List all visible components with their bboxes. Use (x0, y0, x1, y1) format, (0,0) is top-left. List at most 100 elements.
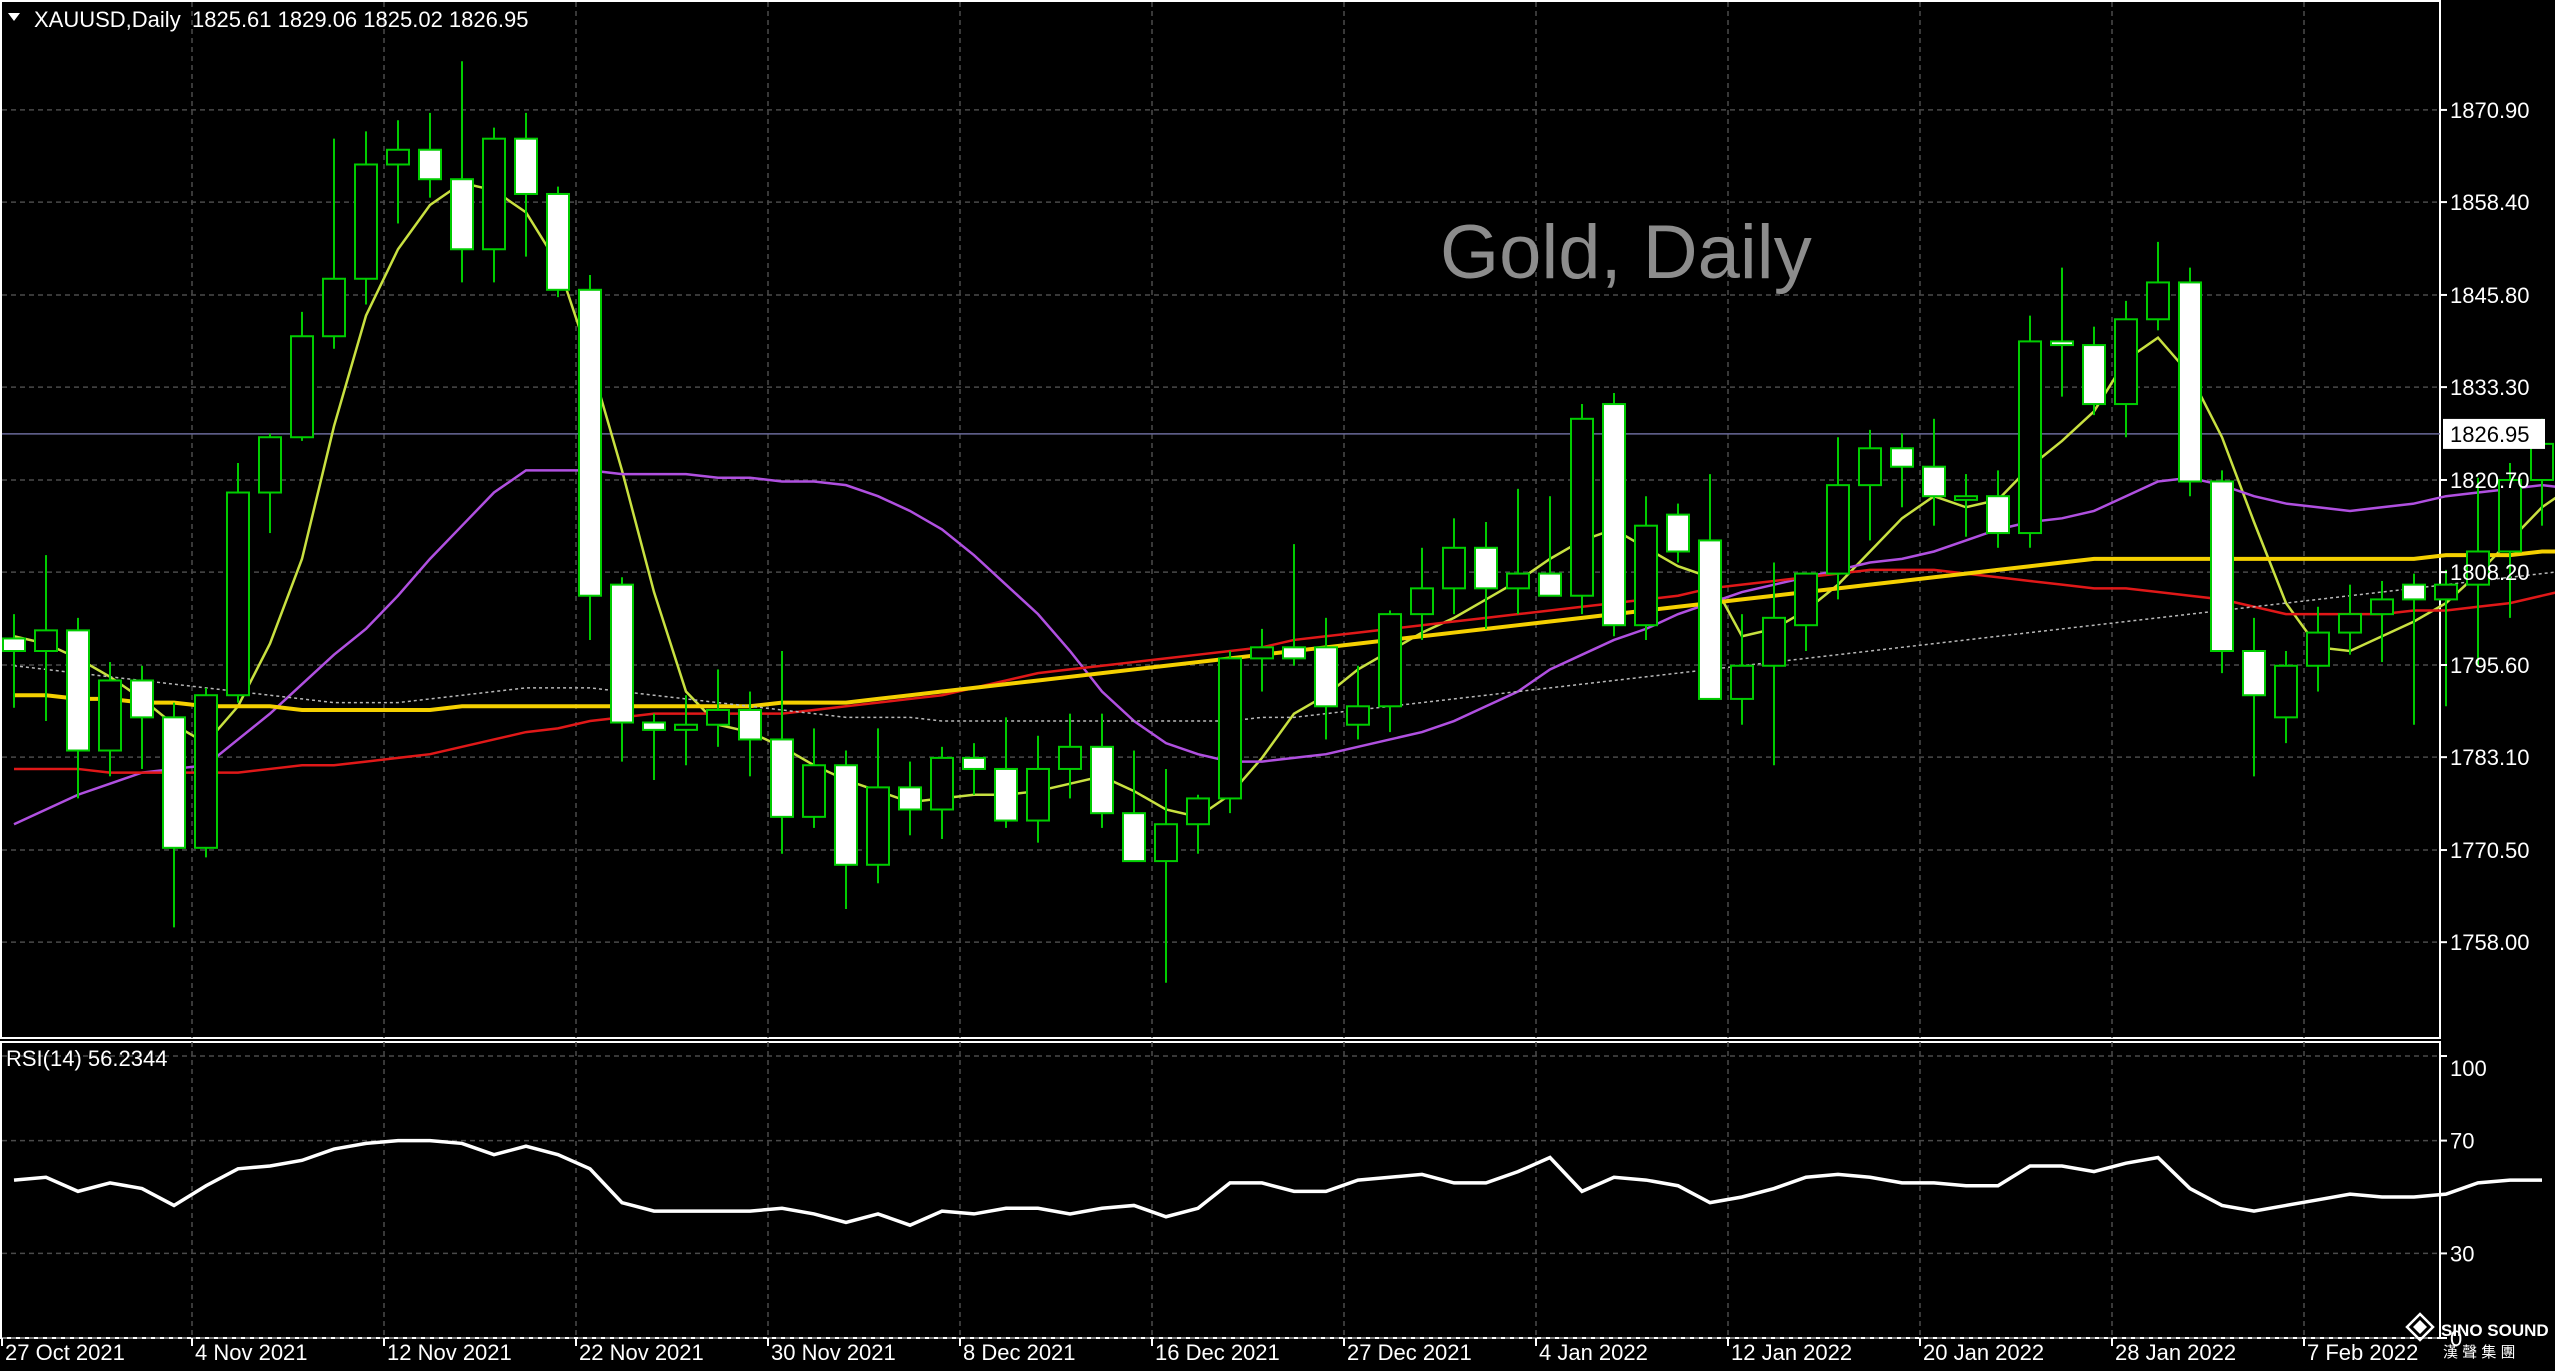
chart-axes: 1870.90 1858.40 1845.80 1833.30 1820.70 1808.… (1, 98, 2545, 1365)
candle-body-bull (2530, 442, 2554, 481)
x-tick-label: 4 Nov 2021 (195, 1340, 308, 1365)
candle-body-bull (1442, 546, 1466, 590)
candle-body-bull (2338, 613, 2362, 634)
rsi-panel (13, 1138, 2542, 1228)
rsi-y-tick-label: 100 (2450, 1056, 2487, 1081)
candle-body-bull (1570, 417, 1594, 597)
candle-body-bull (2114, 318, 2138, 406)
candle-body-bear (738, 708, 762, 741)
current-price-label: 1826.95 (2450, 422, 2530, 447)
candle-body-bear (1890, 447, 1914, 468)
candle-body-bull (2274, 664, 2298, 719)
candle-body-bear (1602, 403, 1626, 627)
candle-body-bear (1538, 572, 1562, 597)
moving-average-line-4 (14, 549, 2555, 712)
rsi-y-tick-label: 0 (2450, 1326, 2462, 1351)
candle-body-bear (162, 716, 186, 849)
diamond-logo-icon (2405, 1312, 2435, 1342)
y-tick-label: 1770.50 (2450, 838, 2530, 863)
candle-body-bull (2018, 340, 2042, 535)
candle-body-bear (642, 721, 666, 731)
candle-body-bull (1954, 495, 1978, 501)
moving-average-line-1 (13, 181, 2555, 819)
moving-average-line-5 (13, 571, 2555, 722)
x-tick-label: 4 Jan 2022 (1539, 1340, 1648, 1365)
candle-body-bear (1698, 539, 1722, 700)
candle-body-bull (2146, 281, 2170, 321)
candle-body-bull (674, 723, 698, 731)
rsi-line (13, 1138, 2542, 1228)
candle-body-bear (2, 637, 26, 652)
y-tick-label: 1833.30 (2450, 375, 2530, 400)
y-tick-label: 1870.90 (2450, 98, 2530, 123)
candle-body-bull (1410, 587, 1434, 616)
candle-body-bear (1314, 646, 1338, 708)
candle-body-bull (322, 277, 346, 338)
x-tick-label: 27 Oct 2021 (5, 1340, 125, 1365)
y-tick-label: 1758.00 (2450, 930, 2530, 955)
x-tick-label: 28 Jan 2022 (2115, 1340, 2236, 1365)
y-tick-label: 1845.80 (2450, 283, 2530, 308)
candle-body-bear (610, 583, 634, 724)
sino-sound-logo: SINO SOUND 漢 聲 集 團 (2405, 1312, 2549, 1361)
candle-body-bull (2306, 631, 2330, 667)
candle-body-bull (1730, 664, 1754, 700)
candle-body-bull (2434, 583, 2458, 601)
candle-body-bull (2466, 550, 2490, 586)
candle-body-bull (98, 679, 122, 752)
candle-body-bear (1282, 646, 1306, 660)
rsi-label: RSI(14) 56.2344 (6, 1046, 167, 1071)
x-tick-label: 27 Dec 2021 (1347, 1340, 1472, 1365)
candle-body-bull (1762, 616, 1786, 667)
x-tick-label: 12 Jan 2022 (1731, 1340, 1852, 1365)
candle-body-bear (418, 148, 442, 181)
candle-body-bull (1026, 767, 1050, 822)
candle-body-bull (1858, 447, 1882, 487)
candle-body-bull (1378, 613, 1402, 708)
candle-body-bear (834, 764, 858, 866)
symbol-dropdown-icon[interactable] (8, 13, 20, 21)
candle-body-bull (354, 163, 378, 280)
candle-body-bull (226, 491, 250, 697)
logo-subtitle: 漢 聲 集 團 (2443, 1344, 2516, 1361)
candle-body-bull (1826, 484, 1850, 575)
candle-body-bull (1250, 646, 1274, 660)
candle-body-bull (290, 335, 314, 439)
candle-body-bull (2498, 478, 2522, 553)
candle-body-bull (1186, 797, 1210, 826)
candle-body-bear (1090, 745, 1114, 815)
candle-body-bull (1506, 572, 1530, 590)
candle-body-bear (2402, 583, 2426, 601)
y-tick-label: 1795.60 (2450, 653, 2530, 678)
candle-body-bull (1218, 657, 1242, 800)
x-tick-label: 8 Dec 2021 (963, 1340, 1076, 1365)
candle-body-bull (802, 764, 826, 818)
candle-body-bear (514, 137, 538, 195)
candle-body-bull (482, 137, 506, 251)
rsi-y-tick-label: 70 (2450, 1129, 2474, 1154)
candle-body-bear (994, 767, 1018, 822)
x-tick-label: 12 Nov 2021 (387, 1340, 512, 1365)
candle-body-bear (1122, 812, 1146, 863)
candle-body-bull (2370, 598, 2394, 616)
chart-watermark-title: Gold, Daily (1440, 210, 1812, 295)
candle-body-bull (1794, 572, 1818, 627)
candle-body-bear (2082, 344, 2106, 406)
candle-body-bull (386, 148, 410, 166)
candle-body-bear (130, 679, 154, 719)
candle-body-bear (546, 192, 570, 291)
candle-body-bull (1634, 524, 1658, 627)
candle-body-bear (962, 756, 986, 770)
x-tick-label: 22 Nov 2021 (579, 1340, 704, 1365)
candle-body-bear (2242, 650, 2266, 697)
candle-body-bull (1346, 705, 1370, 726)
candle-body-bull (866, 786, 890, 866)
candle-body-bull (930, 756, 954, 811)
candle-body-bull (34, 629, 58, 652)
x-tick-label: 16 Dec 2021 (1155, 1340, 1280, 1365)
candle-body-bull (258, 436, 282, 494)
candle-body-bear (1666, 513, 1690, 553)
rsi-y-tick-label: 30 (2450, 1241, 2474, 1266)
y-tick-label: 1783.10 (2450, 745, 2530, 770)
